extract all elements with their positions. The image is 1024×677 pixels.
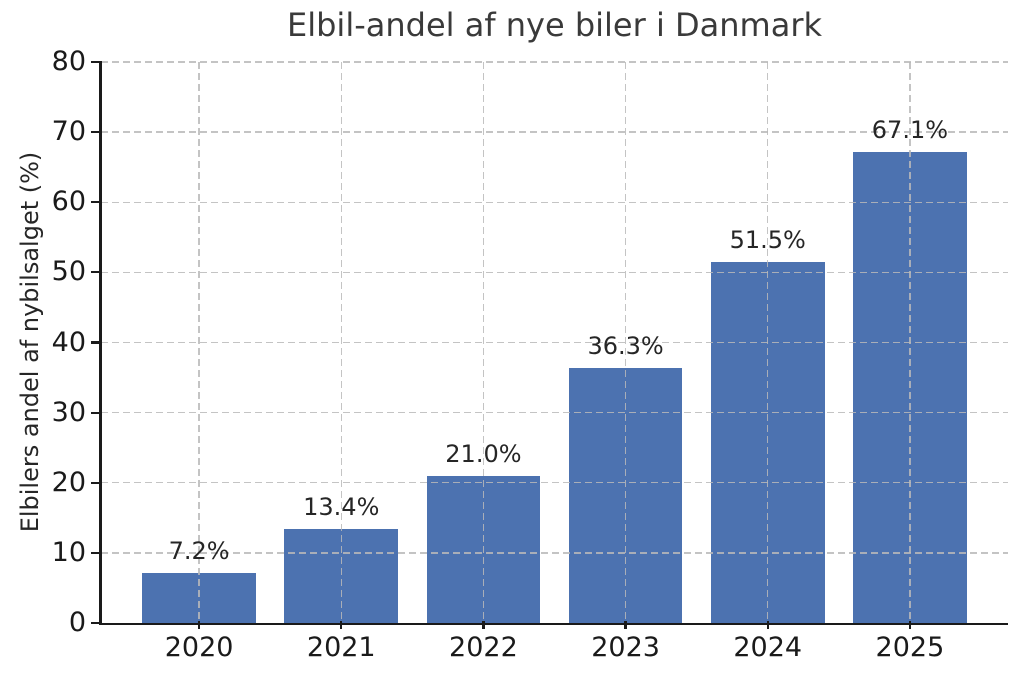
- h-gridline: [101, 201, 1008, 203]
- x-tick-mark: [908, 621, 911, 629]
- y-tick-mark: [91, 551, 99, 554]
- y-tick-mark: [91, 271, 99, 274]
- h-gridline: [101, 271, 1008, 274]
- v-gridline: [198, 62, 200, 623]
- y-tick-label: 60: [51, 186, 86, 218]
- x-tick-label: 2023: [591, 632, 660, 663]
- y-tick-label: 70: [51, 116, 86, 148]
- x-tick-mark: [340, 621, 343, 629]
- v-gridline: [767, 62, 769, 623]
- y-tick-mark: [91, 131, 99, 134]
- x-tick-mark: [482, 621, 485, 629]
- x-tick-label: 2020: [164, 632, 234, 663]
- h-gridline: [101, 341, 1008, 344]
- chart-title: Elbil-andel af nye biler i Danmark: [287, 6, 822, 44]
- y-axis-spine: [99, 61, 102, 625]
- h-gridline: [101, 61, 1008, 63]
- y-tick-mark: [91, 201, 99, 204]
- h-gridline: [101, 131, 1008, 133]
- y-tick-mark: [91, 60, 99, 64]
- x-tick-label: 2022: [449, 632, 518, 663]
- x-tick-label: 2021: [306, 632, 376, 663]
- h-gridline: [101, 482, 1008, 484]
- h-gridline: [101, 552, 1008, 554]
- y-tick-label: 0: [68, 607, 86, 638]
- y-tick-mark: [91, 411, 99, 414]
- x-tick-mark: [624, 621, 627, 629]
- x-axis-spine: [99, 622, 1008, 625]
- v-gridline: [340, 62, 342, 623]
- v-gridline: [624, 62, 627, 623]
- bar-value-label: 36.3%: [587, 332, 664, 361]
- y-tick-mark: [91, 481, 99, 484]
- plot-area: 7.2% 13.4% 21.0% 36.3% 51.5% 67.1%: [101, 61, 1008, 623]
- bar-value-label: 7.2%: [168, 536, 230, 565]
- bar-value-label: 21.0%: [445, 439, 522, 468]
- x-tick-mark: [197, 621, 201, 629]
- y-tick-label: 80: [51, 46, 86, 77]
- v-gridline: [909, 62, 911, 623]
- x-tick-mark: [766, 621, 769, 629]
- x-tick-label: 2024: [733, 632, 803, 663]
- y-tick-mark: [91, 341, 99, 344]
- y-tick-label: 50: [51, 256, 86, 288]
- y-tick-label: 20: [51, 466, 86, 498]
- v-gridline: [482, 62, 485, 623]
- y-tick-mark: [91, 621, 99, 625]
- y-tick-label: 10: [51, 536, 86, 568]
- bar-value-label: 13.4%: [303, 493, 380, 522]
- bar-value-label: 67.1%: [871, 116, 949, 145]
- h-gridline: [101, 411, 1008, 414]
- y-tick-label: 30: [51, 396, 86, 428]
- y-tick-label: 40: [51, 326, 86, 358]
- x-tick-label: 2025: [875, 632, 945, 663]
- bar-value-label: 51.5%: [729, 225, 806, 254]
